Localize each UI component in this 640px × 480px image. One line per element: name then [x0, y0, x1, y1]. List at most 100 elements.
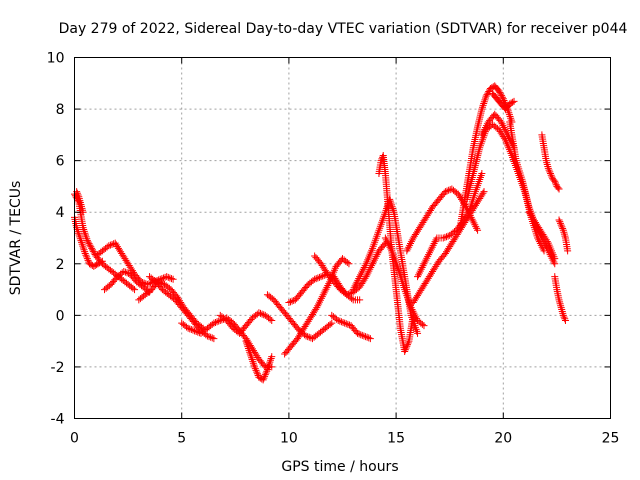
data-point [145, 280, 153, 288]
data-point [484, 89, 492, 97]
data-point [268, 295, 276, 303]
data-point [312, 305, 320, 313]
series-sat-x [478, 110, 518, 152]
data-point [79, 244, 87, 252]
data-point [77, 237, 85, 245]
data-point [76, 233, 84, 241]
data-point [203, 332, 211, 340]
data-point [439, 234, 447, 242]
data-point [339, 318, 347, 326]
data-point [163, 273, 171, 281]
data-point [79, 242, 87, 250]
data-point [317, 273, 325, 281]
data-point [546, 168, 554, 176]
x-axis-label: GPS time / hours [281, 459, 398, 475]
data-point [157, 284, 165, 292]
data-point [343, 258, 351, 266]
data-point [355, 330, 363, 338]
data-point [215, 317, 223, 325]
x-tick-label: 5 [177, 431, 186, 447]
data-point [404, 339, 412, 347]
y-tick-label: -2 [51, 360, 65, 376]
data-point [500, 96, 508, 104]
data-point [551, 177, 559, 185]
data-point [105, 242, 113, 250]
y-tick-label: 6 [56, 154, 65, 170]
data-point [266, 315, 274, 323]
data-point [404, 341, 412, 349]
data-point [247, 315, 255, 323]
data-point [345, 260, 353, 268]
data-point [545, 166, 553, 174]
series-sat-n [311, 239, 389, 299]
data-point [80, 227, 88, 235]
data-point [334, 317, 342, 325]
series-sat-v [456, 82, 516, 229]
data-point [288, 297, 296, 305]
data-point [497, 90, 505, 98]
data-point [319, 272, 327, 280]
data-point [498, 92, 506, 100]
data-point [558, 307, 566, 315]
data-point [106, 241, 114, 249]
data-point [75, 231, 83, 239]
data-point [255, 309, 263, 317]
data-point [78, 238, 86, 246]
data-point [380, 241, 388, 249]
data-point [158, 275, 166, 283]
data-point [287, 298, 295, 306]
data-point [506, 100, 514, 108]
data-point [496, 89, 504, 97]
data-point [207, 333, 215, 341]
series-sat-o [328, 311, 374, 343]
data-point [90, 249, 98, 257]
series-sat-ad [555, 216, 572, 255]
data-point [253, 370, 261, 378]
x-tick-label: 20 [494, 431, 512, 447]
data-point [362, 333, 370, 341]
data-point [509, 98, 517, 106]
data-point [315, 273, 323, 281]
data-point [251, 363, 259, 371]
data-point [478, 170, 486, 178]
series-sat-aa [525, 208, 559, 263]
data-point [559, 311, 567, 319]
data-point [205, 333, 213, 341]
data-point [83, 253, 91, 261]
data-point [129, 284, 137, 292]
data-point [187, 326, 195, 334]
data-point [74, 227, 82, 235]
y-tick-label: 2 [56, 257, 65, 273]
data-point [414, 329, 422, 337]
data-point [94, 260, 102, 268]
data-point [548, 173, 556, 181]
data-point [86, 241, 94, 249]
data-point [314, 274, 322, 282]
data-point [354, 329, 362, 337]
data-point [147, 279, 155, 287]
data-point [285, 298, 293, 306]
data-point [361, 274, 369, 282]
plot-frame [74, 57, 611, 419]
data-point [164, 273, 172, 281]
data-point [79, 208, 87, 216]
data-point [495, 87, 503, 95]
data-point [344, 290, 352, 298]
series-sat-g [146, 273, 218, 343]
data-point [262, 369, 270, 377]
y-tick-label: 8 [56, 102, 65, 118]
data-point [195, 329, 203, 337]
data-point [554, 184, 562, 192]
data-point [166, 274, 174, 282]
data-point [150, 277, 158, 285]
series-sat-q [375, 151, 417, 355]
data-point [98, 257, 106, 265]
data-point [261, 372, 269, 380]
data-point [82, 251, 90, 259]
data-point [557, 304, 565, 312]
data-point [336, 317, 344, 325]
data-point [342, 320, 350, 328]
data-point [80, 226, 88, 234]
data-point [96, 259, 104, 267]
